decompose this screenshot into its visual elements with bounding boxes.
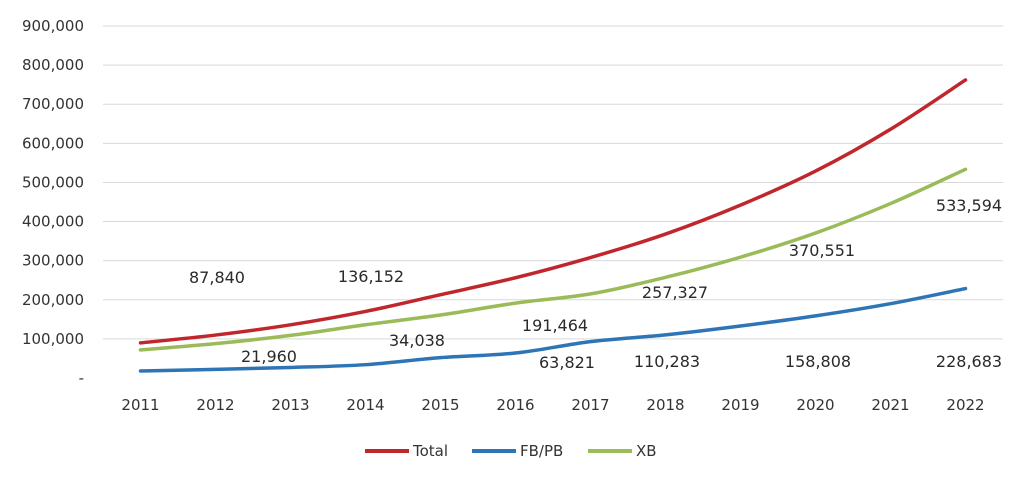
x-tick-label: 2011 xyxy=(121,396,159,414)
legend-label-xb: XB xyxy=(636,442,657,460)
y-tick-label: 900,000 xyxy=(22,17,84,35)
series-lines xyxy=(138,78,968,373)
data-point-xb xyxy=(964,167,968,171)
legend-label-total: Total xyxy=(412,442,448,460)
y-tick-label: 400,000 xyxy=(22,213,84,231)
series-line-xb xyxy=(138,167,968,352)
x-tick-label: 2019 xyxy=(721,396,759,414)
data-label: 110,283 xyxy=(634,352,700,371)
y-axis-ticks: - 100,000 200,000 300,000 400,000 500,000 600,… xyxy=(22,17,84,387)
data-point-xb xyxy=(514,301,518,305)
data-label: 87,840 xyxy=(189,268,245,287)
y-tick-label: 800,000 xyxy=(22,56,84,74)
data-label: 257,327 xyxy=(642,283,708,302)
data-label: 533,594 xyxy=(936,196,1002,215)
x-tick-label: 2021 xyxy=(871,396,909,414)
data-point-total xyxy=(739,203,743,207)
data-point-fb-pb xyxy=(364,363,368,367)
data-label: 370,551 xyxy=(789,241,855,260)
data-point-total xyxy=(964,78,968,82)
data-label: 158,808 xyxy=(785,352,851,371)
y-tick-label: 700,000 xyxy=(22,95,84,113)
data-point-fb-pb xyxy=(514,351,518,355)
data-label: 34,038 xyxy=(389,331,445,350)
y-tick-label: 200,000 xyxy=(22,291,84,309)
data-point-total xyxy=(289,323,293,327)
x-tick-label: 2012 xyxy=(196,396,234,414)
legend: Total FB/PB XB xyxy=(365,442,657,460)
y-tick-label: 100,000 xyxy=(22,330,84,348)
data-point-xb xyxy=(439,313,443,317)
data-point-xb xyxy=(589,292,593,296)
data-point-fb-pb xyxy=(889,302,893,306)
data-point-xb xyxy=(889,202,893,206)
y-tick-label: - xyxy=(79,369,84,387)
data-point-fb-pb xyxy=(814,314,818,318)
data-label: 191,464 xyxy=(522,316,588,335)
data-point-fb-pb xyxy=(664,333,668,337)
data-point-total xyxy=(664,232,668,236)
data-point-fb-pb xyxy=(964,287,968,291)
data-point-xb xyxy=(664,275,668,279)
data-point-xb xyxy=(139,348,143,352)
x-tick-label: 2013 xyxy=(271,396,309,414)
y-tick-label: 300,000 xyxy=(22,252,84,270)
data-point-total xyxy=(439,293,443,297)
data-point-xb xyxy=(289,333,293,337)
data-label: 136,152 xyxy=(338,267,404,286)
x-tick-label: 2014 xyxy=(346,396,384,414)
data-labels: 87,840 136,152 191,464 257,327 370,551 533,59… xyxy=(189,196,1002,372)
data-point-fb-pb xyxy=(589,340,593,344)
legend-label-fb-pb: FB/PB xyxy=(520,442,563,460)
data-point-fb-pb xyxy=(289,365,293,369)
data-point-total xyxy=(364,309,368,313)
data-point-total xyxy=(514,276,518,280)
data-point-fb-pb xyxy=(214,367,218,371)
data-point-fb-pb xyxy=(139,369,143,373)
data-point-fb-pb xyxy=(439,356,443,360)
data-point-total xyxy=(889,127,893,131)
data-label: 228,683 xyxy=(936,352,1002,371)
data-point-xb xyxy=(814,231,818,235)
data-point-xb xyxy=(739,255,743,259)
data-point-total xyxy=(139,341,143,345)
data-point-total xyxy=(589,256,593,260)
data-point-total xyxy=(814,169,818,173)
series-line-total xyxy=(138,78,968,345)
x-tick-label: 2020 xyxy=(796,396,834,414)
x-tick-label: 2022 xyxy=(946,396,984,414)
x-tick-label: 2015 xyxy=(421,396,459,414)
x-tick-label: 2016 xyxy=(496,396,534,414)
x-tick-label: 2018 xyxy=(646,396,684,414)
series-line-fb-pb xyxy=(138,286,968,373)
y-tick-label: 500,000 xyxy=(22,173,84,191)
data-point-xb xyxy=(214,342,218,346)
gridlines xyxy=(103,25,1003,340)
data-point-total xyxy=(214,333,218,337)
data-point-fb-pb xyxy=(739,324,743,328)
y-tick-label: 600,000 xyxy=(22,134,84,152)
x-axis-ticks: 2011 2012 2013 2014 2015 2016 2017 2018 2019 2020… xyxy=(121,396,984,414)
data-label: 63,821 xyxy=(539,353,595,372)
data-label: 21,960 xyxy=(241,347,297,366)
x-tick-label: 2017 xyxy=(571,396,609,414)
data-point-xb xyxy=(364,323,368,327)
